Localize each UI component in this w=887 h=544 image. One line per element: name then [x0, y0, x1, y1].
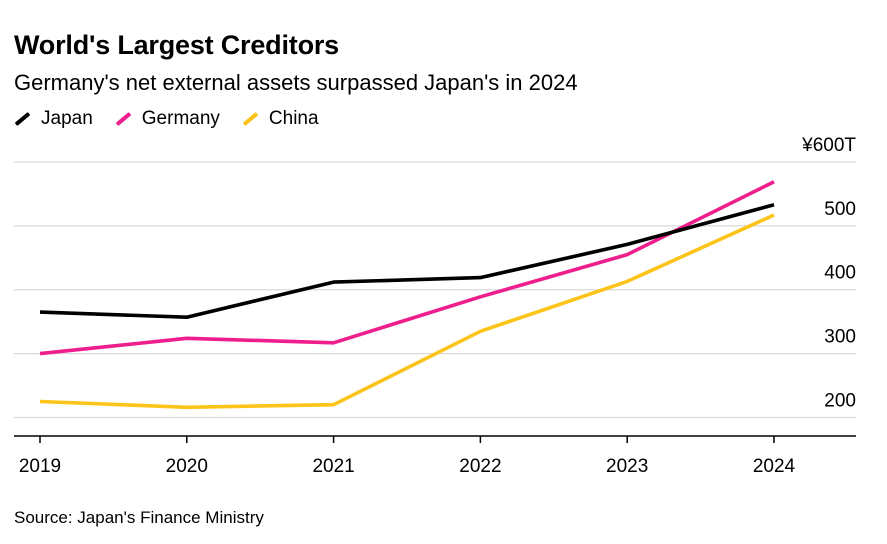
legend: Japan Germany China	[14, 108, 341, 130]
y-tick-label-300: 300	[824, 327, 856, 348]
source-note: Source: Japan's Finance Ministry	[14, 508, 264, 527]
legend-item-china: China	[242, 108, 319, 130]
x-tick-label-2020: 2020	[166, 456, 208, 477]
legend-label-japan: Japan	[41, 108, 93, 129]
chart-subtitle: Germany's net external assets surpassed …	[14, 70, 578, 95]
x-tick-label-2019: 2019	[19, 456, 61, 477]
chart-title: World's Largest Creditors	[14, 30, 339, 60]
series-line-japan	[39, 203, 775, 320]
series-line-germany	[39, 180, 775, 356]
x-tick-label-2023: 2023	[606, 456, 648, 477]
x-tick-label-2024: 2024	[753, 456, 796, 477]
x-tick-label-2022: 2022	[459, 456, 501, 477]
legend-label-germany: Germany	[141, 108, 220, 129]
y-tick-label-200: 200	[824, 390, 856, 411]
y-tick-label-500: 500	[824, 199, 856, 220]
y-tick-label-400: 400	[824, 263, 856, 284]
legend-item-japan: Japan	[14, 108, 93, 130]
y-tick-label-600: ¥600T	[801, 135, 856, 156]
legend-item-germany: Germany	[115, 108, 220, 130]
series-line-china	[39, 213, 775, 410]
legend-label-china: China	[268, 108, 319, 129]
x-tick-label-2021: 2021	[312, 456, 354, 477]
